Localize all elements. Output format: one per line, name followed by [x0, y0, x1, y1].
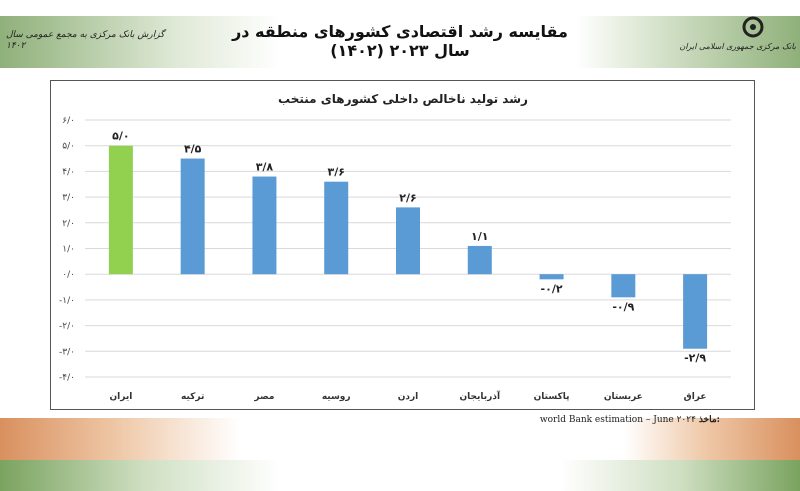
- y-tick-label: ۳/۰: [62, 193, 75, 203]
- x-tick-label: ایران: [109, 392, 132, 402]
- x-tick-label: مصر: [253, 392, 274, 402]
- y-tick-label: -۱/۰: [59, 296, 75, 306]
- y-tick-label: -۳/۰: [59, 347, 75, 357]
- y-tick-label: ۶/۰: [62, 116, 75, 126]
- bar: [180, 158, 205, 275]
- bank-name: بانک مرکزی جمهوری اسلامی ایران: [679, 42, 796, 51]
- data-label: -۰/۲: [541, 282, 563, 295]
- central-bank-logo-icon: [742, 16, 764, 38]
- chart-title: رشد تولید ناخالص داخلی کشورهای منتخب: [278, 92, 528, 107]
- bar: [611, 274, 636, 298]
- data-label: -۲/۹: [684, 352, 706, 365]
- data-label: ۱/۱: [471, 230, 488, 243]
- bar: [539, 274, 564, 280]
- x-tick-label: عراق: [684, 392, 707, 402]
- y-tick-label: ۰/۰: [62, 270, 75, 280]
- data-label: ۵/۰: [112, 130, 129, 143]
- y-tick-label: ۴/۰: [62, 167, 75, 177]
- x-tick-label: ترکیه: [181, 392, 204, 402]
- data-label: ۴/۵: [184, 143, 202, 156]
- y-tick-label: -۲/۰: [59, 322, 75, 332]
- data-label: ۲/۶: [399, 191, 416, 204]
- bar: [467, 245, 492, 275]
- x-tick-label: روسیه: [322, 392, 351, 402]
- bar-chart: رشد تولید ناخالص داخلی کشورهای منتخب ۶/۰ ۵…: [59, 92, 731, 402]
- y-tick-label: -۴/۰: [59, 373, 75, 383]
- page-title: مقایسه رشد اقتصادی کشورهای منطقه در سال …: [232, 22, 568, 60]
- y-tick-label: ۲/۰: [62, 219, 75, 229]
- data-label: ۳/۸: [256, 161, 274, 174]
- chart-container: رشد تولید ناخالص داخلی کشورهای منتخب ۶/۰ ۵…: [50, 80, 755, 410]
- bar: [108, 145, 133, 275]
- source-note: world Bank estimation – June ۲۰۲۴ ماخذ:: [450, 415, 720, 425]
- x-tick-label: پاکستان: [534, 392, 570, 402]
- source-label: ماخذ:: [698, 415, 720, 425]
- source-text: world Bank estimation – June ۲۰۲۴: [539, 415, 696, 425]
- bar: [396, 207, 420, 275]
- bar: [324, 181, 349, 275]
- footer-strip: [0, 460, 800, 491]
- x-tick-label: عربستان: [604, 392, 643, 402]
- x-tick-label: آذربایجان: [459, 390, 500, 402]
- bar: [252, 176, 277, 275]
- y-tick-label: ۱/۰: [62, 245, 75, 255]
- data-label: ۳/۶: [327, 166, 344, 179]
- x-tick-label: اردن: [398, 392, 419, 402]
- y-tick-label: ۵/۰: [62, 142, 75, 152]
- bar: [683, 274, 708, 349]
- header-banner: [0, 16, 800, 68]
- data-label: -۰/۹: [612, 300, 634, 313]
- report-label: گزارش بانک مرکزی به مجمع عمومی سال ۱۴۰۲: [6, 30, 165, 51]
